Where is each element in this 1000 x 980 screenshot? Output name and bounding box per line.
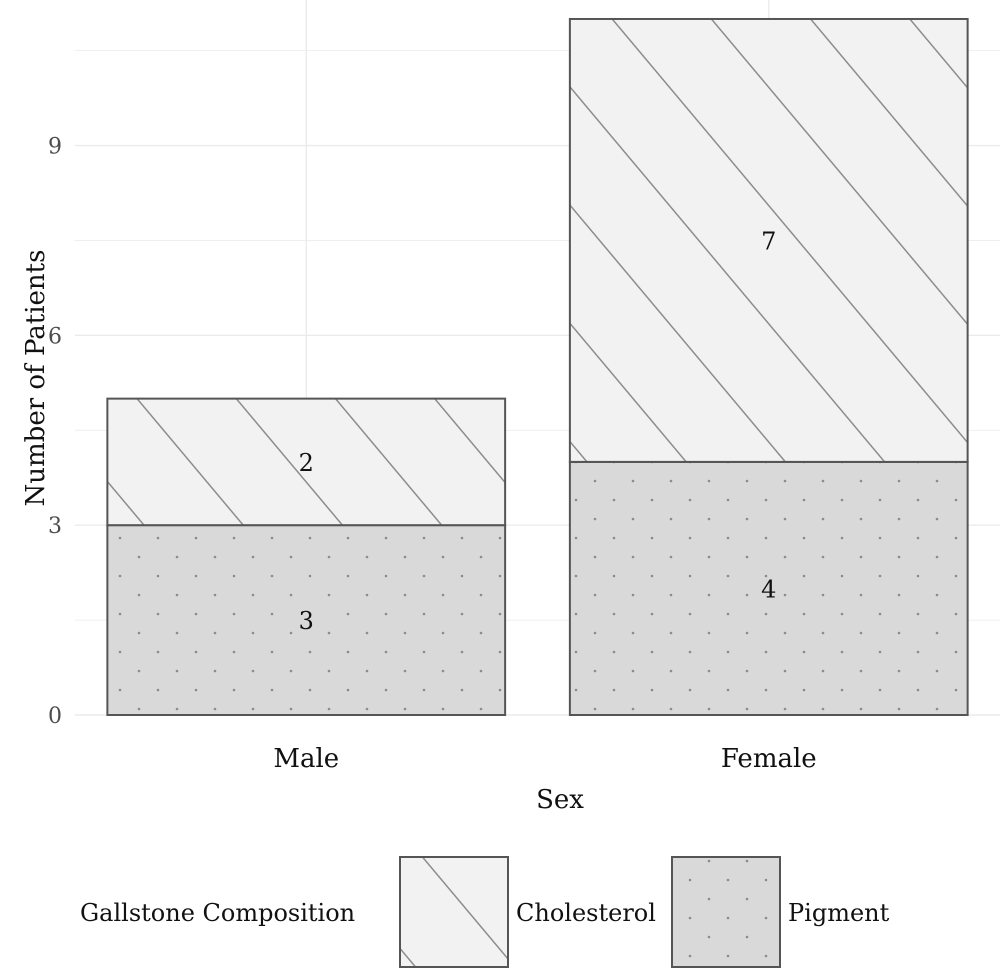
legend-key-cholesterol [399,856,509,968]
bar-female-cholesterol [568,17,969,463]
data-label: 3 [299,607,314,635]
data-label: 4 [761,575,776,603]
bars: 3 2 4 7 [106,17,969,717]
y-tick-label: 0 [48,704,62,729]
y-axis-title: Number of Patients [21,250,51,507]
x-axis-title: Sex [536,785,584,815]
bar-male-cholesterol [106,397,507,527]
legend-label-cholesterol: Cholesterol [516,899,656,927]
y-tick-label: 6 [48,324,62,349]
x-tick-label: Female [721,744,817,774]
data-label: 7 [761,227,776,255]
legend: Gallstone Composition Cholesterol Pigment [80,856,890,968]
data-label: 2 [299,449,314,477]
bar-female-pigment [568,460,969,716]
y-tick-label: 3 [48,514,62,539]
x-tick-label: Male [273,744,339,774]
y-tick-label: 9 [48,135,62,160]
x-axis-ticks: Male Female [273,744,816,774]
legend-key-pigment [671,856,781,968]
y-axis-ticks: 0 3 6 9 [48,135,62,729]
legend-title: Gallstone Composition [80,899,355,927]
legend-label-pigment: Pigment [788,899,890,927]
